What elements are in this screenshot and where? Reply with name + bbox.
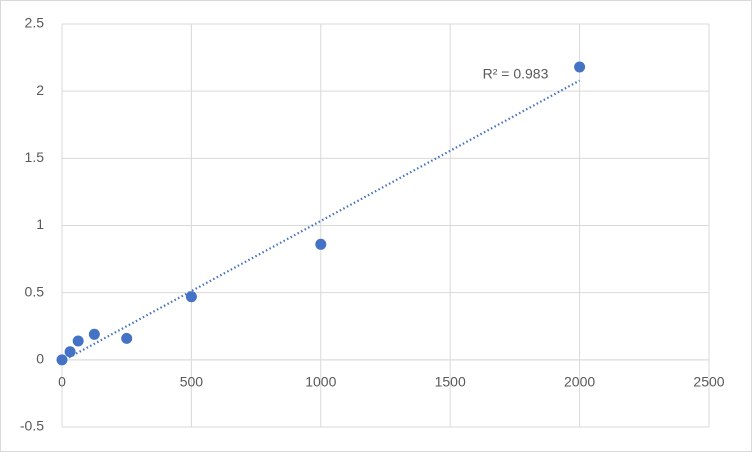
point	[574, 61, 586, 73]
y-tick-label: 2	[36, 82, 44, 98]
y-tick-label: 1.5	[25, 149, 45, 165]
y-tick-label: 1	[36, 216, 44, 232]
point	[64, 346, 76, 358]
x-tick-label: 0	[58, 374, 66, 390]
point	[72, 335, 84, 347]
point	[315, 238, 327, 250]
point	[88, 328, 100, 340]
x-tick-label: 1000	[305, 374, 336, 390]
x-tick-label: 2000	[564, 374, 595, 390]
point	[121, 332, 133, 344]
point	[185, 291, 197, 303]
y-tick-label: -0.5	[20, 418, 44, 434]
y-tick-label: 0.5	[25, 283, 45, 299]
point	[56, 354, 68, 366]
x-tick-label: 500	[180, 374, 204, 390]
x-tick-label: 2500	[693, 374, 724, 390]
y-tick-label: 0	[36, 351, 44, 367]
x-tick-label: 1500	[435, 374, 466, 390]
trendline-annotation: R² = 0.983	[483, 65, 549, 81]
y-tick-label: 2.5	[25, 15, 45, 31]
